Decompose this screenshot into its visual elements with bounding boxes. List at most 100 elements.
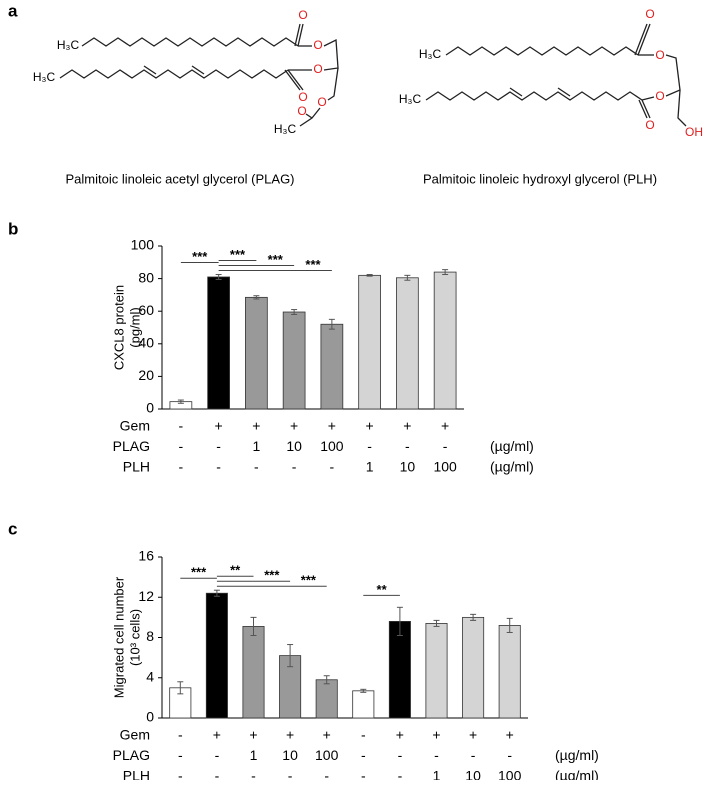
condition-label: PLH — [123, 459, 150, 475]
condition-cell: 10 — [400, 459, 416, 475]
condition-unit: (µg/ml) — [555, 768, 599, 780]
y-tick-label: 40 — [138, 335, 154, 351]
condition-cell: - — [361, 727, 366, 743]
condition-cell: - — [443, 438, 448, 454]
significance-label: *** — [301, 573, 317, 588]
y-axis-label: (pg/ml) — [127, 307, 142, 347]
error-bar — [215, 274, 222, 280]
bar — [462, 616, 485, 719]
y-axis-label: CXCL8 protein — [111, 285, 126, 370]
condition-cell: 10 — [282, 747, 298, 763]
condition-cell: - — [179, 459, 184, 475]
bond — [81, 37, 299, 47]
bar — [245, 296, 268, 410]
condition-cell: - — [324, 768, 329, 780]
significance-label: *** — [264, 568, 280, 583]
condition-cell: - — [288, 768, 293, 780]
bar — [425, 623, 448, 719]
y-tick-label: 12 — [138, 588, 154, 604]
condition-label: Gem — [120, 418, 150, 434]
bond — [323, 38, 339, 71]
bond — [677, 89, 687, 127]
condition-cell: 100 — [320, 438, 344, 454]
bond — [445, 46, 639, 56]
condition-cell: - — [179, 418, 184, 434]
atom-label: O — [297, 104, 306, 118]
bar — [282, 311, 306, 410]
condition-cell: + — [323, 727, 331, 743]
condition-cell: - — [178, 747, 183, 763]
condition-cell: 100 — [315, 747, 339, 763]
condition-unit: (µg/ml) — [490, 459, 534, 475]
atom-label: O — [313, 62, 322, 76]
condition-cell: 1 — [250, 747, 258, 763]
condition-unit: (µg/ml) — [490, 438, 534, 454]
condition-cell: - — [178, 727, 183, 743]
bond — [641, 96, 655, 101]
condition-cell: - — [330, 459, 335, 475]
significance-label: *** — [192, 249, 208, 264]
atom-label: O — [655, 48, 664, 62]
bond — [641, 99, 651, 119]
structure-caption: Palmitoic linoleic hydroxyl glycerol (PL… — [423, 171, 657, 186]
condition-cell: + — [403, 418, 411, 434]
error-bar — [442, 269, 449, 276]
error-bar — [360, 688, 367, 693]
condition-cell: - — [254, 459, 259, 475]
bar — [242, 626, 265, 719]
y-tick-label: 100 — [131, 237, 155, 253]
bond — [327, 67, 339, 101]
atom-label: H₃C — [57, 38, 80, 52]
condition-cell: + — [506, 727, 514, 743]
bar — [207, 276, 230, 410]
condition-cell: + — [215, 418, 223, 434]
bond — [637, 23, 651, 56]
bond — [191, 65, 205, 75]
bond — [305, 113, 313, 119]
significance-label: ** — [377, 582, 388, 597]
bond — [638, 99, 648, 119]
condition-cell: + — [213, 727, 221, 743]
error-bar — [253, 295, 260, 300]
atom-label: H₃C — [419, 47, 442, 61]
bar — [396, 277, 419, 410]
bond — [143, 65, 157, 75]
y-tick-label: 80 — [138, 269, 154, 285]
significance-label: *** — [305, 257, 321, 272]
condition-cell: 100 — [498, 768, 522, 780]
condition-cell: + — [290, 418, 298, 434]
significance-label: *** — [268, 252, 284, 267]
bond — [634, 23, 648, 56]
atom-label: H₃C — [399, 92, 422, 106]
condition-cell: + — [366, 418, 374, 434]
condition-cell: + — [441, 418, 449, 434]
bond — [284, 69, 301, 91]
condition-cell: + — [249, 727, 257, 743]
condition-cell: + — [328, 418, 336, 434]
condition-cell: - — [361, 768, 366, 780]
condition-cell: - — [405, 438, 410, 454]
condition-cell: + — [286, 727, 294, 743]
error-bar — [396, 606, 403, 636]
condition-cell: - — [434, 747, 439, 763]
condition-cell: + — [252, 418, 260, 434]
condition-cell: - — [215, 747, 220, 763]
atom-label: H₃C — [274, 122, 297, 136]
condition-label: PLAG — [113, 747, 150, 763]
bar — [315, 679, 338, 719]
atom-label: OH — [685, 125, 703, 139]
bar — [352, 690, 375, 719]
condition-cell: - — [251, 768, 256, 780]
bond — [59, 69, 289, 79]
bar — [205, 592, 228, 719]
significance-label: ** — [230, 563, 241, 578]
atom-label: O — [655, 89, 664, 103]
atom-label: O — [645, 118, 654, 132]
error-bar — [506, 617, 513, 633]
atom-label: O — [645, 7, 654, 21]
condition-cell: 1 — [433, 768, 441, 780]
bond — [509, 87, 523, 97]
bar — [358, 274, 381, 410]
error-bar — [177, 681, 184, 695]
